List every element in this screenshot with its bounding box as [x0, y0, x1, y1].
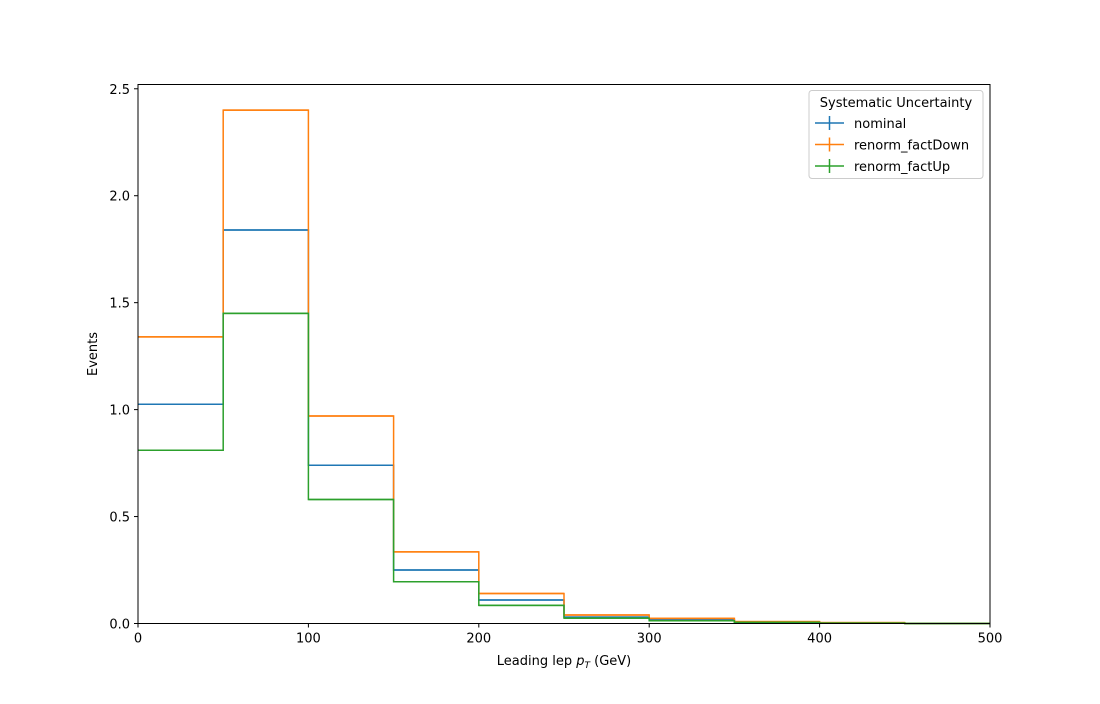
series-nominal	[138, 229, 990, 625]
legend-title: Systematic Uncertainty	[820, 96, 973, 111]
legend-label: renorm_factUp	[854, 160, 950, 175]
legend-label: nominal	[854, 117, 906, 132]
x-tick-label: 0	[134, 632, 142, 647]
x-axis-label: Leading lep pT (GeV)	[497, 654, 631, 671]
axes-frame	[137, 84, 991, 624]
series-line-renorm_factDown	[138, 109, 990, 625]
series-renorm_factUp	[138, 312, 990, 625]
x-axis-label-symbol: p	[575, 654, 584, 669]
x-tick-label: 400	[807, 632, 832, 647]
x-tick-label: 200	[466, 632, 491, 647]
x-tick-label: 300	[637, 632, 662, 647]
legend: Systematic Uncertainty nominal renorm_fac…	[808, 90, 984, 179]
x-ticks: 0 100 200 300 400 500	[134, 623, 1003, 647]
x-axis-label-subscript: T	[584, 661, 591, 671]
y-axis-label: Events	[86, 332, 101, 376]
y-ticks: 0.0 0.5 1.0 1.5 2.0 2.5	[109, 83, 138, 633]
legend-entries: nominal renorm_factDown renorm_factUp	[815, 116, 969, 175]
series-layer	[138, 109, 990, 625]
series-line-nominal	[138, 229, 990, 625]
y-tick-label: 1.0	[109, 404, 130, 419]
x-axis-label-prefix: Leading lep	[497, 654, 572, 669]
y-tick-label: 2.0	[109, 190, 130, 205]
legend-entry: nominal	[815, 116, 906, 132]
legend-entry: renorm_factDown	[815, 137, 969, 154]
y-tick-label: 2.5	[109, 83, 130, 98]
y-tick-label: 0.5	[109, 511, 130, 526]
legend-box	[808, 90, 984, 179]
legend-entry: renorm_factUp	[815, 159, 950, 175]
y-tick-label: 1.5	[109, 297, 130, 312]
series-line-renorm_factUp	[138, 312, 990, 625]
y-tick-label: 0.0	[109, 618, 130, 633]
x-tick-label: 500	[978, 632, 1003, 647]
legend-label: renorm_factDown	[854, 139, 969, 154]
x-axis-label-suffix: (GeV)	[594, 654, 631, 669]
x-tick-label: 100	[296, 632, 321, 647]
series-renorm_factDown	[138, 109, 990, 625]
